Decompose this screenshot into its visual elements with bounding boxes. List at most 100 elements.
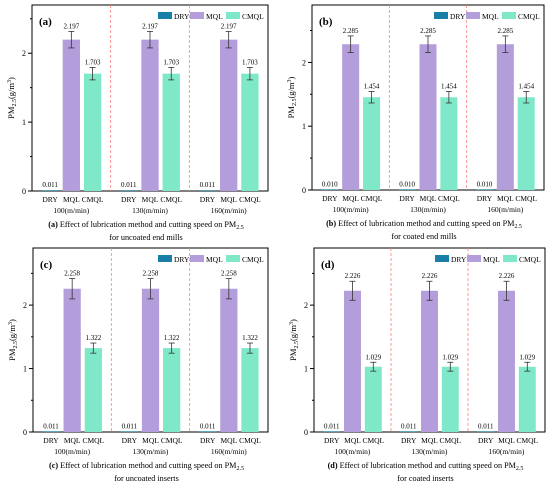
bar-dry (199, 431, 217, 432)
x-subcategory-label: CMQL (438, 194, 460, 203)
x-subcategory-label: CMQL (82, 195, 104, 204)
data-label-dry: 0.011 (43, 422, 59, 430)
data-label-dry: 0.011 (42, 181, 58, 189)
bar-cmql (440, 97, 458, 190)
x-subcategory-label: DRY (478, 436, 494, 445)
x-category-label: 130(m/min) (410, 205, 446, 214)
legend-swatch-mql (190, 255, 204, 262)
x-category-label: 160(m/min) (211, 206, 247, 215)
x-subcategory-label: CMQL (239, 195, 261, 204)
bar-dry (198, 190, 217, 191)
bar-dry (120, 431, 138, 432)
y-tick-label: 0 (23, 428, 27, 437)
data-label-cmql: 1.703 (242, 58, 258, 66)
data-label-mql: 2.258 (64, 270, 80, 278)
data-label-cmql: 1.454 (364, 83, 380, 91)
bar-mql (344, 290, 361, 432)
x-category-label: 100(m/min) (54, 447, 90, 456)
x-subcategory-label: DRY (322, 194, 338, 203)
bar-cmql (441, 366, 459, 432)
caption-line2: for coated end mills (391, 232, 456, 241)
legend-swatch-dry (435, 255, 449, 262)
y-tick-label: 0 (302, 186, 306, 195)
caption: (c) Effect of lubrication method and cut… (49, 461, 244, 472)
x-subcategory-label: CMQL (361, 194, 383, 203)
bar-cmql (518, 366, 536, 432)
data-label-dry: 0.011 (478, 422, 494, 430)
legend-swatch-dry (434, 12, 448, 19)
bar-mql (419, 44, 437, 190)
data-label-mql: 2.285 (343, 27, 359, 35)
legend-swatch-cmql (503, 255, 517, 262)
caption-line2: for coated inserts (397, 474, 453, 483)
x-subcategory-label: CMQL (439, 436, 461, 445)
x-subcategory-label: MQL (142, 436, 159, 445)
x-category-label: 160(m/min) (489, 447, 525, 456)
y-tick-label: 1 (22, 118, 26, 127)
legend-label-dry: DRY (174, 255, 190, 264)
x-subcategory-label: DRY (324, 436, 340, 445)
legend-label-mql: MQL (206, 12, 223, 21)
data-label-dry: 0.011 (401, 422, 417, 430)
legend-swatch-cmql (226, 255, 240, 262)
bar-mql (498, 290, 515, 432)
x-subcategory-label: MQL (142, 195, 159, 204)
x-category-label: 130(m/min) (133, 447, 169, 456)
legend-label-dry: DRY (451, 255, 467, 264)
x-category-label: 100(m/min) (53, 206, 89, 215)
x-subcategory-label: CMQL (160, 195, 182, 204)
x-subcategory-label: DRY (122, 436, 138, 445)
legend-swatch-mql (466, 12, 480, 19)
bar-cmql (163, 348, 181, 432)
bar-mql (141, 39, 159, 192)
data-label-dry: 0.011 (122, 422, 138, 430)
bar-mql (342, 44, 360, 190)
data-label-mql: 2.226 (499, 272, 515, 280)
x-category-label: 160(m/min) (487, 205, 523, 214)
data-label-dry: 0.010 (322, 180, 338, 188)
legend-label-dry: DRY (174, 12, 190, 21)
data-label-mql: 2.197 (221, 22, 237, 30)
x-subcategory-label: CMQL (239, 436, 261, 445)
legend-label-cmql: CMQL (242, 12, 264, 21)
caption-line2: for uncoated end mills (109, 233, 182, 242)
y-tick-label: 2 (302, 58, 306, 67)
bar-dry (41, 190, 59, 191)
legend-swatch-mql (467, 255, 481, 262)
caption-line2: for uncoated inserts (114, 474, 179, 483)
data-label-mql: 2.226 (422, 272, 438, 280)
bar-cmql (241, 73, 259, 191)
data-label-cmql: 1.322 (85, 334, 101, 342)
bar-mql (421, 290, 438, 432)
x-subcategory-label: CMQL (362, 436, 384, 445)
data-label-cmql: 1.029 (365, 353, 381, 361)
x-subcategory-label: DRY (200, 436, 216, 445)
legend-label-cmql: CMQL (518, 12, 540, 21)
bar-dry (323, 431, 341, 432)
legend-label-mql: MQL (206, 255, 223, 264)
x-subcategory-label: MQL (64, 436, 81, 445)
bar-dry (398, 189, 416, 190)
data-label-dry: 0.011 (324, 422, 340, 430)
data-label-cmql: 1.703 (85, 58, 101, 66)
x-subcategory-label: CMQL (516, 436, 538, 445)
x-category-label: 130(m/min) (132, 206, 168, 215)
bar-dry (120, 190, 138, 191)
x-subcategory-label: CMQL (161, 436, 183, 445)
data-label-dry: 0.011 (200, 181, 216, 189)
legend-swatch-cmql (226, 12, 240, 19)
x-subcategory-label: DRY (43, 436, 59, 445)
data-label-dry: 0.010 (399, 180, 415, 188)
bar-cmql (84, 348, 102, 432)
legend-label-mql: MQL (482, 12, 499, 21)
legend-swatch-mql (190, 12, 204, 19)
data-label-cmql: 1.322 (242, 334, 258, 342)
x-subcategory-label: DRY (401, 436, 417, 445)
bar-dry (400, 431, 418, 432)
x-subcategory-label: MQL (220, 195, 237, 204)
y-tick-label: 1 (304, 365, 308, 374)
x-subcategory-label: DRY (399, 194, 415, 203)
data-label-dry: 0.011 (121, 181, 137, 189)
